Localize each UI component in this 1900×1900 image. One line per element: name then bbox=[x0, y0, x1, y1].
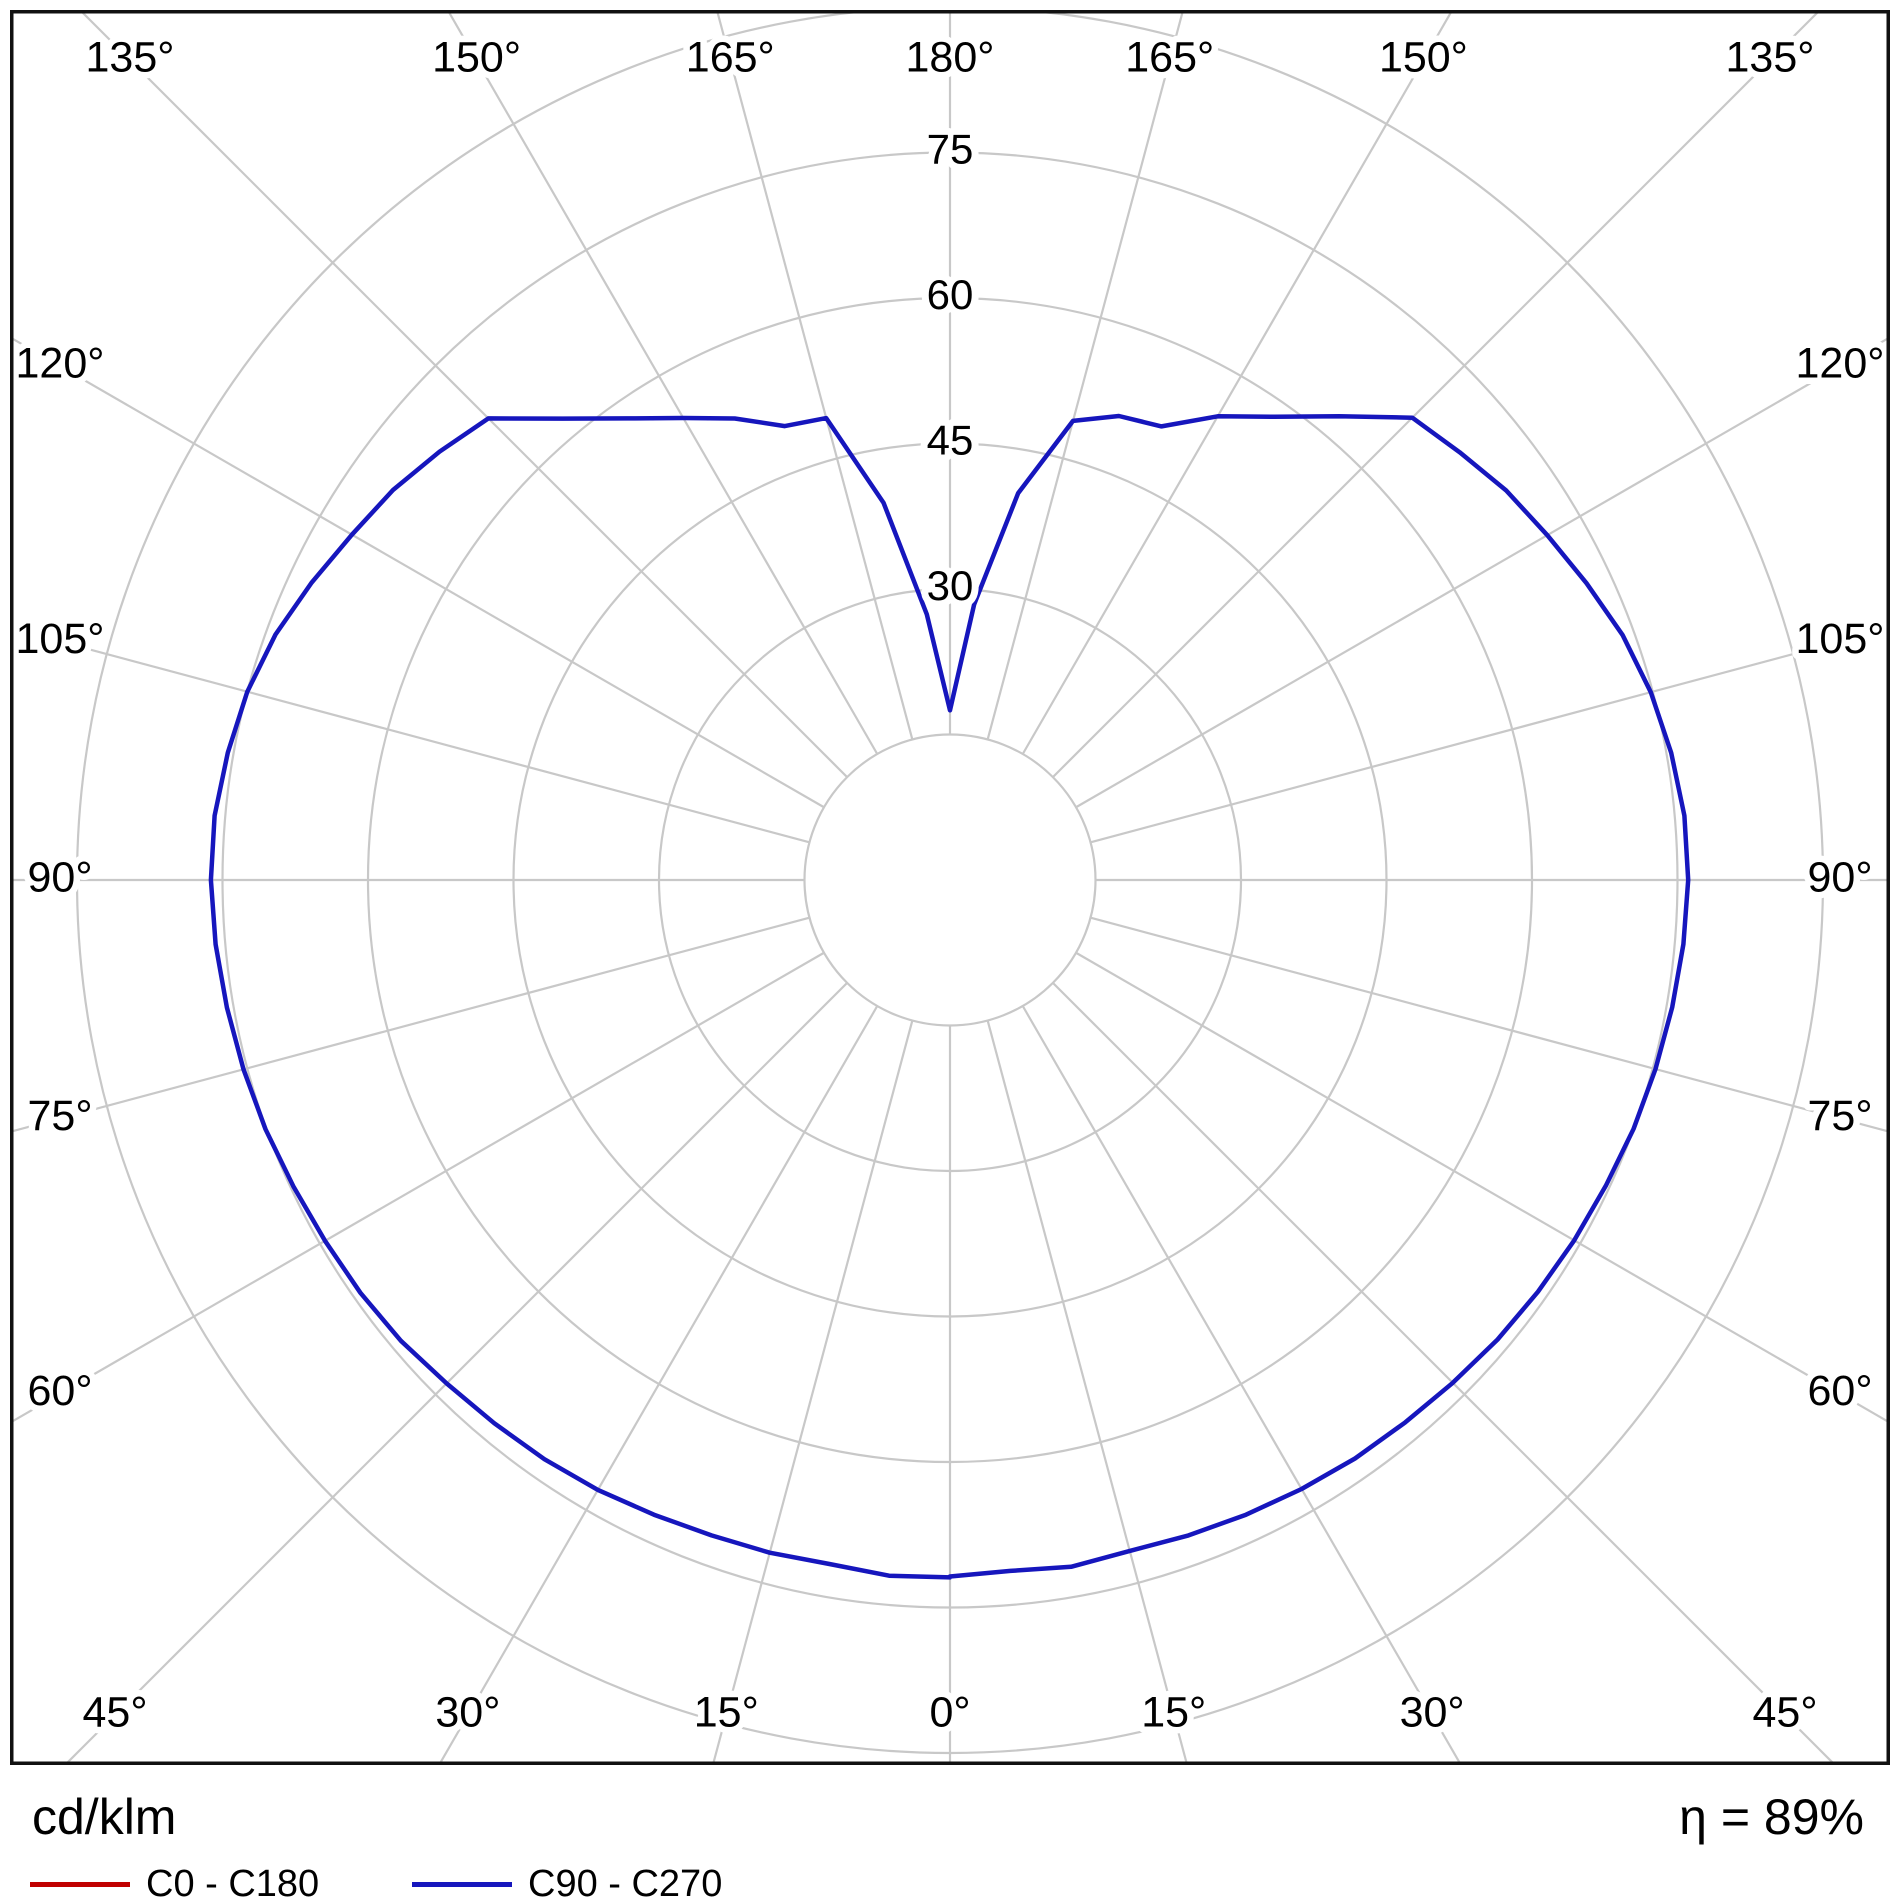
legend-item-c90-c270: C90 - C270 bbox=[412, 1858, 722, 1900]
grid-spoke-45 bbox=[1052, 982, 1837, 1765]
radius-tick-label-45: 45 bbox=[927, 417, 974, 464]
legend-label-c0-c180: C0 - C180 bbox=[146, 1862, 320, 1900]
angle-tick-label-75-left: 75° bbox=[27, 1092, 92, 1140]
angle-tick-label-150-left: 150° bbox=[432, 33, 521, 81]
c90-c270-line-swatch bbox=[412, 1881, 512, 1887]
angle-tick-label-15-left: 15° bbox=[694, 1688, 759, 1736]
grid-spoke-255 bbox=[10, 626, 810, 844]
radius-tick-label-60: 60 bbox=[927, 271, 974, 318]
angle-tick-label-0-right: 0° bbox=[929, 1688, 970, 1736]
efficiency-label: η = 89% bbox=[1679, 1789, 1864, 1845]
grid-spoke-75 bbox=[1090, 916, 1890, 1134]
angle-tick-label-90-right: 90° bbox=[1807, 853, 1872, 901]
c0-c180-line-swatch bbox=[30, 1881, 130, 1887]
angle-tick-label-120-right: 120° bbox=[1796, 340, 1885, 388]
grid-spoke-120 bbox=[1075, 336, 1890, 809]
angle-tick-label-165-left: 165° bbox=[686, 33, 775, 81]
units-label: cd/klm bbox=[32, 1789, 177, 1845]
grid-spoke-30 bbox=[1021, 1005, 1463, 1765]
angle-tick-label-150-right: 150° bbox=[1379, 33, 1468, 81]
angle-tick-label-60-left: 60° bbox=[27, 1367, 92, 1415]
grid-spoke-285 bbox=[10, 916, 810, 1134]
grid-spoke-195 bbox=[715, 10, 914, 740]
grid-spoke-240 bbox=[10, 336, 825, 809]
angle-tick-label-30-right: 30° bbox=[1400, 1688, 1465, 1736]
grid-spoke-315 bbox=[63, 982, 848, 1765]
c90-c270-curve bbox=[208, 413, 1691, 1580]
grid-ring-15 bbox=[803, 733, 1097, 1027]
grid-spoke-150 bbox=[1021, 10, 1454, 755]
angle-tick-label-60-right: 60° bbox=[1807, 1367, 1872, 1415]
grid-spoke-210 bbox=[446, 10, 879, 755]
grid-spoke-60 bbox=[1075, 951, 1890, 1424]
legend-item-c0-c180: C0 - C180 bbox=[30, 1858, 319, 1900]
grid-spoke-330 bbox=[437, 1005, 879, 1765]
grid-spoke-15 bbox=[986, 1020, 1189, 1765]
angle-tick-label-45-right: 45° bbox=[1752, 1688, 1817, 1736]
polar-chart-svg: 30 45 60 75 0° 15° 15° 30° 30° 45° 45° 60° 60° 75° 75°… bbox=[10, 10, 1890, 1765]
radius-tick-label-30: 30 bbox=[927, 562, 974, 609]
legend-label-c90-c270: C90 - C270 bbox=[528, 1862, 723, 1900]
grid-spoke-225 bbox=[78, 10, 848, 778]
angle-tick-label-15-right: 15° bbox=[1141, 1688, 1206, 1736]
polar-chart: 30 45 60 75 0° 15° 15° 30° 30° 45° 45° 60° 60° 75° 75°… bbox=[10, 10, 1890, 1765]
angle-tick-label-180-right: 180° bbox=[906, 33, 995, 81]
angle-tick-label-165-right: 165° bbox=[1125, 33, 1214, 81]
grid-spoke-105 bbox=[1090, 626, 1890, 844]
grid-spoke-300 bbox=[10, 951, 825, 1424]
chart-border bbox=[10, 10, 1890, 1765]
angle-tick-label-30-left: 30° bbox=[435, 1688, 500, 1736]
angle-tick-label-135-left: 135° bbox=[86, 33, 175, 81]
grid-spoke-165 bbox=[986, 10, 1185, 740]
angle-tick-label-45-left: 45° bbox=[82, 1688, 147, 1736]
angle-tick-label-120-left: 120° bbox=[16, 340, 105, 388]
angle-tick-label-105-left: 105° bbox=[16, 615, 105, 663]
angle-tick-label-90-left: 90° bbox=[27, 853, 92, 901]
grid-spoke-345 bbox=[711, 1020, 914, 1765]
grid-spoke-135 bbox=[1052, 10, 1822, 778]
angle-tick-label-105-right: 105° bbox=[1796, 615, 1885, 663]
angle-tick-label-75-right: 75° bbox=[1807, 1092, 1872, 1140]
angle-tick-label-135-right: 135° bbox=[1726, 33, 1815, 81]
radius-tick-label-75: 75 bbox=[927, 126, 974, 173]
